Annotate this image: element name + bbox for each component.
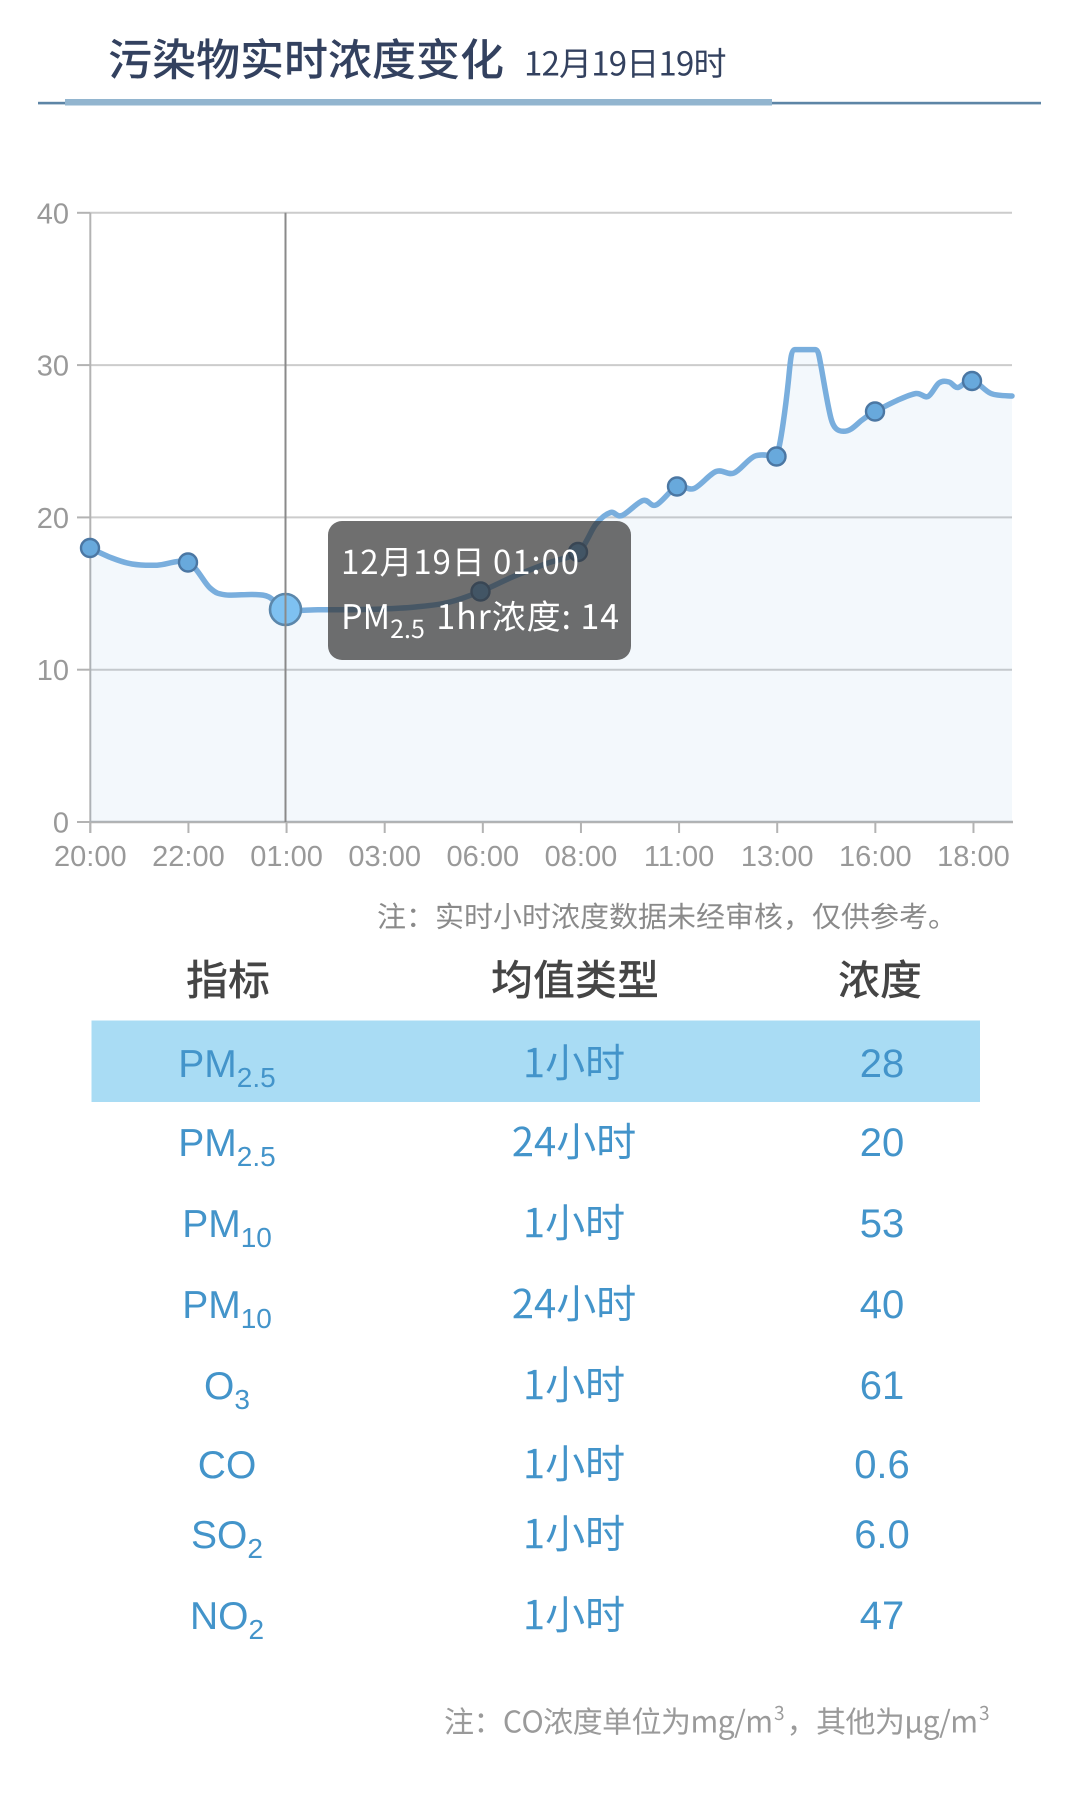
svg-text:11:00: 11:00 [644, 841, 714, 873]
svg-text:40: 40 [860, 1283, 905, 1327]
svg-text:47: 47 [860, 1594, 905, 1638]
svg-text:PM10: PM10 [182, 1284, 272, 1334]
svg-text:30: 30 [37, 351, 69, 383]
svg-text:28: 28 [860, 1042, 905, 1086]
svg-text:61: 61 [860, 1364, 905, 1408]
svg-text:03:00: 03:00 [348, 841, 421, 873]
svg-text:10: 10 [37, 655, 69, 687]
svg-text:20: 20 [860, 1121, 905, 1165]
svg-text:O3: O3 [204, 1365, 250, 1415]
svg-text:22:00: 22:00 [152, 841, 225, 873]
svg-text:20:00: 20:00 [54, 841, 127, 873]
svg-text:20: 20 [37, 503, 69, 535]
svg-text:PM2.5: PM2.5 [178, 1122, 275, 1172]
svg-text:0.6: 0.6 [854, 1443, 910, 1487]
svg-text:SO2: SO2 [191, 1514, 263, 1564]
svg-text:NO2: NO2 [190, 1595, 264, 1645]
svg-text:13:00: 13:00 [741, 841, 814, 873]
svg-text:08:00: 08:00 [545, 841, 618, 873]
svg-text:53: 53 [860, 1202, 905, 1246]
svg-text:06:00: 06:00 [447, 841, 520, 873]
svg-text:6.0: 6.0 [854, 1513, 910, 1557]
svg-text:CO: CO [198, 1444, 256, 1487]
svg-text:18:00: 18:00 [937, 841, 1010, 873]
svg-text:0: 0 [53, 808, 69, 840]
svg-text:16:00: 16:00 [839, 841, 912, 873]
svg-text:40: 40 [37, 198, 69, 230]
svg-text:01:00: 01:00 [250, 841, 323, 873]
svg-text:PM10: PM10 [182, 1203, 272, 1253]
